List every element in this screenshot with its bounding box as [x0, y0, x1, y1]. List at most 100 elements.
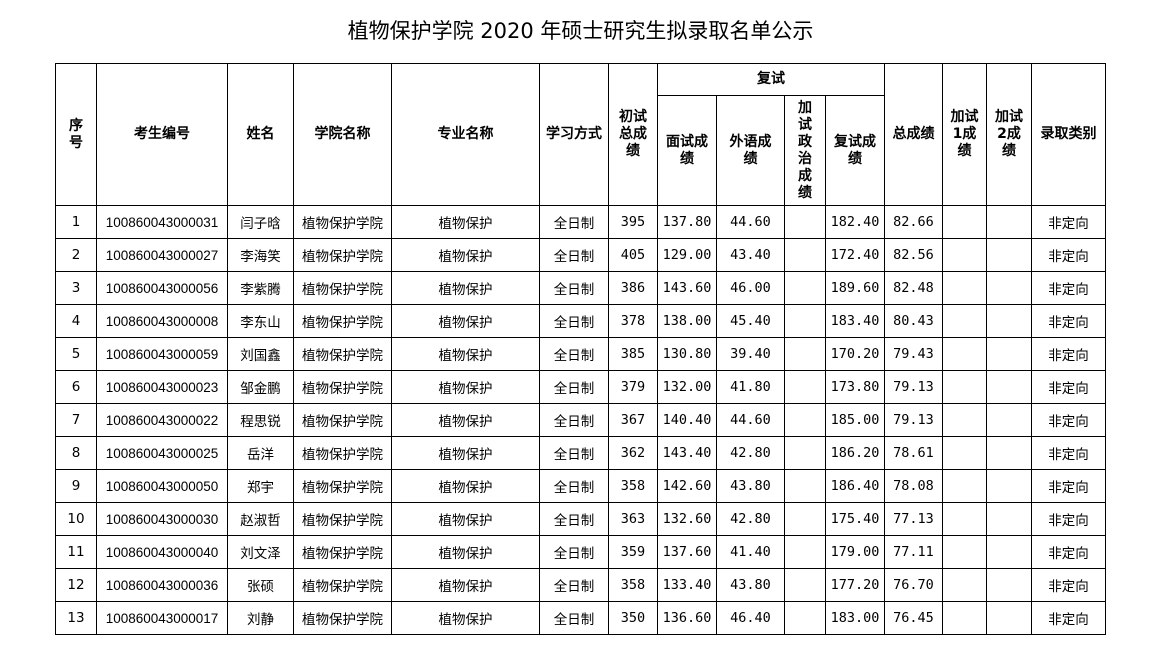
admission-table: 序号 考生编号 姓名 学院名称 专业名称 学习方式 初试总成绩 复试 总成绩 加…: [55, 63, 1106, 635]
cell-politics: [784, 271, 826, 305]
cell-foreign: 41.40: [716, 535, 785, 569]
cell-exam-id: 100860043000027: [96, 238, 228, 272]
cell-prelim-total: 386: [608, 271, 658, 305]
cell-extra1: [942, 304, 987, 338]
cell-extra1: [942, 469, 987, 503]
col-header-retest-score: 复试成绩: [825, 95, 885, 206]
cell-exam-id: 100860043000008: [96, 304, 228, 338]
col-header-politics: 加试政治成绩: [784, 95, 826, 206]
cell-retest-score: 186.20: [825, 436, 885, 470]
cell-interview: 133.40: [657, 568, 717, 602]
cell-retest-score: 172.40: [825, 238, 885, 272]
cell-study-mode: 全日制: [539, 502, 609, 536]
cell-study-mode: 全日制: [539, 370, 609, 404]
cell-exam-id: 100860043000040: [96, 535, 228, 569]
cell-exam-id: 100860043000031: [96, 205, 228, 239]
cell-extra2: [986, 601, 1032, 635]
cell-college: 植物保护学院: [293, 403, 392, 437]
cell-interview: 137.60: [657, 535, 717, 569]
cell-foreign: 46.40: [716, 601, 785, 635]
cell-interview: 132.00: [657, 370, 717, 404]
cell-name: 郑宇: [227, 469, 294, 503]
cell-total: 78.61: [884, 436, 943, 470]
table-row: 8 100860043000025 岳洋 植物保护学院 植物保护 全日制 362 143.40…: [55, 436, 1106, 470]
cell-interview: 142.60: [657, 469, 717, 503]
cell-study-mode: 全日制: [539, 403, 609, 437]
cell-name: 程思锐: [227, 403, 294, 437]
cell-extra2: [986, 568, 1032, 602]
col-header-seq: 序号: [55, 63, 97, 206]
cell-seq: 7: [55, 403, 97, 437]
cell-name: 闫子晗: [227, 205, 294, 239]
cell-major: 植物保护: [391, 238, 540, 272]
cell-politics: [784, 535, 826, 569]
cell-major: 植物保护: [391, 436, 540, 470]
cell-foreign: 44.60: [716, 205, 785, 239]
cell-retest-score: 170.20: [825, 337, 885, 371]
cell-college: 植物保护学院: [293, 436, 392, 470]
table-body: 1 100860043000031 闫子晗 植物保护学院 植物保护 全日制 395 137.8…: [55, 205, 1106, 635]
cell-retest-score: 179.00: [825, 535, 885, 569]
cell-category: 非定向: [1031, 502, 1106, 536]
cell-major: 植物保护: [391, 568, 540, 602]
cell-category: 非定向: [1031, 370, 1106, 404]
cell-seq: 11: [55, 535, 97, 569]
cell-politics: [784, 337, 826, 371]
cell-foreign: 45.40: [716, 304, 785, 338]
cell-politics: [784, 238, 826, 272]
col-header-extra1: 加试1成绩: [942, 63, 987, 206]
cell-name: 张硕: [227, 568, 294, 602]
table-row: 7 100860043000022 程思锐 植物保护学院 植物保护 全日制 367 140.4…: [55, 403, 1106, 437]
cell-extra1: [942, 535, 987, 569]
table-row: 10 100860043000030 赵淑哲 植物保护学院 植物保护 全日制 363 132.…: [55, 502, 1106, 536]
cell-politics: [784, 403, 826, 437]
cell-politics: [784, 304, 826, 338]
cell-college: 植物保护学院: [293, 469, 392, 503]
cell-major: 植物保护: [391, 205, 540, 239]
cell-study-mode: 全日制: [539, 205, 609, 239]
cell-name: 刘文泽: [227, 535, 294, 569]
cell-foreign: 44.60: [716, 403, 785, 437]
cell-exam-id: 100860043000036: [96, 568, 228, 602]
cell-college: 植物保护学院: [293, 502, 392, 536]
cell-interview: 138.00: [657, 304, 717, 338]
cell-name: 邹金鹏: [227, 370, 294, 404]
cell-college: 植物保护学院: [293, 205, 392, 239]
cell-politics: [784, 502, 826, 536]
cell-prelim-total: 378: [608, 304, 658, 338]
cell-name: 李东山: [227, 304, 294, 338]
cell-extra2: [986, 205, 1032, 239]
cell-politics: [784, 601, 826, 635]
cell-interview: 143.40: [657, 436, 717, 470]
cell-major: 植物保护: [391, 271, 540, 305]
cell-major: 植物保护: [391, 304, 540, 338]
cell-extra1: [942, 238, 987, 272]
page-title: 植物保护学院 2020 年硕士研究生拟录取名单公示: [347, 19, 814, 43]
cell-seq: 13: [55, 601, 97, 635]
cell-retest-score: 183.40: [825, 304, 885, 338]
cell-total: 77.13: [884, 502, 943, 536]
cell-college: 植物保护学院: [293, 535, 392, 569]
cell-seq: 5: [55, 337, 97, 371]
cell-exam-id: 100860043000059: [96, 337, 228, 371]
cell-prelim-total: 362: [608, 436, 658, 470]
cell-interview: 136.60: [657, 601, 717, 635]
cell-extra2: [986, 304, 1032, 338]
cell-category: 非定向: [1031, 469, 1106, 503]
cell-category: 非定向: [1031, 403, 1106, 437]
table-row: 13 100860043000017 刘静 植物保护学院 植物保护 全日制 350 136.6…: [55, 601, 1106, 635]
cell-seq: 4: [55, 304, 97, 338]
cell-total: 82.48: [884, 271, 943, 305]
cell-politics: [784, 568, 826, 602]
cell-major: 植物保护: [391, 502, 540, 536]
cell-category: 非定向: [1031, 601, 1106, 635]
cell-extra1: [942, 205, 987, 239]
cell-foreign: 41.80: [716, 370, 785, 404]
cell-retest-score: 189.60: [825, 271, 885, 305]
cell-prelim-total: 358: [608, 568, 658, 602]
cell-extra1: [942, 337, 987, 371]
table-row: 6 100860043000023 邹金鹏 植物保护学院 植物保护 全日制 379 132.0…: [55, 370, 1106, 404]
cell-college: 植物保护学院: [293, 304, 392, 338]
cell-name: 李紫腾: [227, 271, 294, 305]
cell-name: 赵淑哲: [227, 502, 294, 536]
